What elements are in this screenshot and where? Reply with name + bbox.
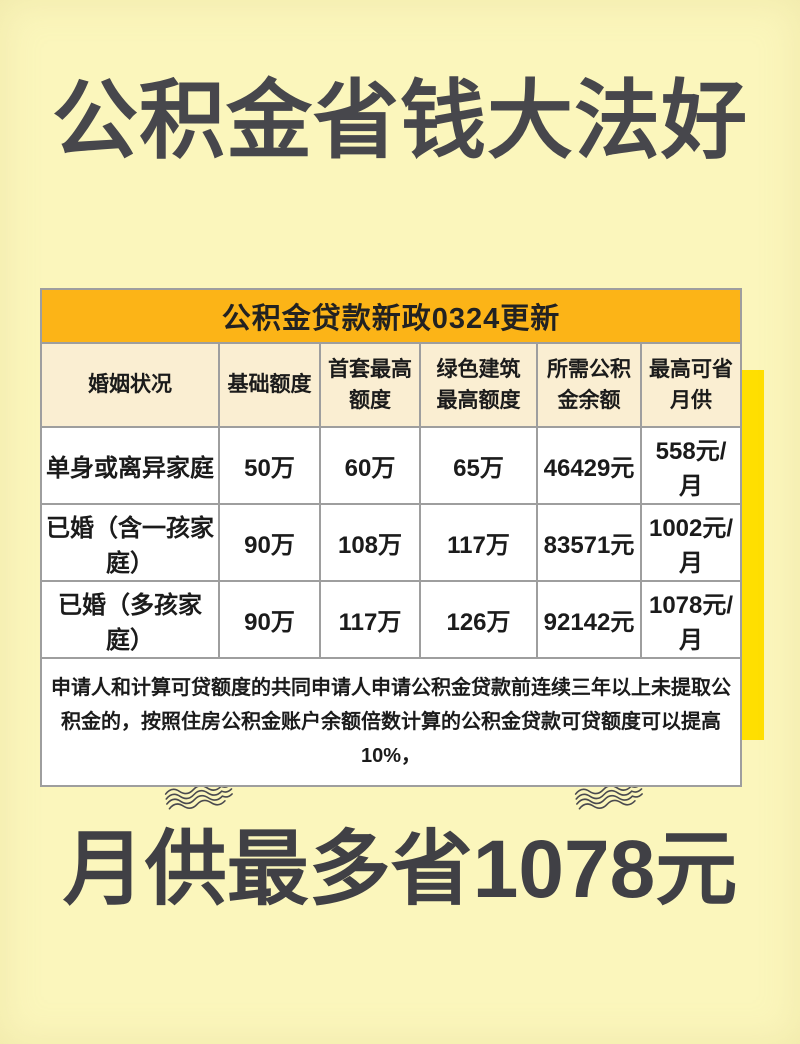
table-cell: 单身或离异家庭: [40, 426, 220, 505]
col-header-base-quota: 基础额度: [218, 342, 321, 428]
table-cell: 117万: [319, 580, 421, 659]
col-header-required-balance: 所需公积金余额: [536, 342, 642, 428]
table-row-married-multi-child: 已婚（多孩家庭） 90万 117万 126万 92142元 1078元/月: [40, 580, 743, 659]
table-banner-row: 公积金贷款新政0324更新: [39, 288, 743, 344]
col-header-max-monthly-saving: 最高可省月供: [639, 342, 743, 428]
table-cell: 108万: [319, 503, 421, 582]
table-cell: 已婚（含一孩家庭）: [40, 503, 220, 582]
table-cell: 90万: [218, 580, 321, 659]
table-cell: 50万: [218, 426, 321, 505]
table-cell: 46429元: [536, 426, 642, 505]
col-header-first-home-max: 首套最高额度: [319, 342, 421, 428]
table-cell: 1078元/月: [639, 580, 743, 659]
table-row-single: 单身或离异家庭 50万 60万 65万 46429元 558元/月: [40, 426, 743, 505]
table-cell: 83571元: [536, 503, 642, 582]
table-row-married-one-child: 已婚（含一孩家庭） 90万 108万 117万 83571元 1002元/月: [40, 503, 743, 582]
table-footnote-row: 申请人和计算可贷额度的共同申请人申请公积金贷款前连续三年以上未提取公积金的，按照…: [39, 657, 743, 787]
table-cell: 1002元/月: [639, 503, 743, 582]
table-cell: 126万: [419, 580, 538, 659]
col-header-marital-status: 婚姻状况: [40, 342, 220, 428]
table-cell: 已婚（多孩家庭）: [40, 580, 220, 659]
table-cell: 117万: [419, 503, 538, 582]
table-cell: 60万: [319, 426, 421, 505]
table-header-row: 婚姻状况 基础额度 首套最高额度 绿色建筑最高额度 所需公积金余额 最高可省月供: [40, 342, 743, 428]
table-cell: 92142元: [536, 580, 642, 659]
table-banner: 公积金贷款新政0324更新: [39, 288, 743, 344]
loan-table-zone: 公积金贷款新政0324更新 婚姻状况 基础额度 首套最高额度 绿色建筑最高额度 …: [39, 288, 764, 787]
table-cell: 65万: [419, 426, 538, 505]
page-title: 公积金省钱大法好: [52, 73, 748, 169]
table-footnote: 申请人和计算可贷额度的共同申请人申请公积金贷款前连续三年以上未提取公积金的，按照…: [39, 657, 743, 787]
table-cell: 90万: [218, 503, 321, 582]
bottom-headline: 月供最多省1078元: [62, 824, 738, 915]
table-cell: 558元/月: [639, 426, 743, 505]
col-header-green-building-max: 绿色建筑最高额度: [419, 342, 538, 428]
loan-policy-table: 公积金贷款新政0324更新 婚姻状况 基础额度 首套最高额度 绿色建筑最高额度 …: [39, 288, 743, 787]
